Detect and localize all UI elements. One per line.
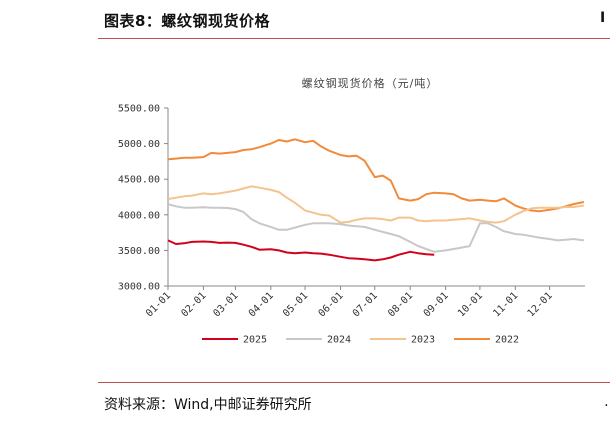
x-tick-label: 02-01 xyxy=(179,290,208,319)
y-axis-ticks: 3000.00 3500.00 4000.00 4500.00 5000.00 5500.… xyxy=(118,104,168,293)
series-line-2023 xyxy=(167,185,585,224)
cropped-edge-glyph-bottom: … xyxy=(604,394,610,410)
x-tick-label: 07-01 xyxy=(351,290,380,319)
footer-rule xyxy=(98,382,610,383)
series-line-2025 xyxy=(167,239,435,262)
legend: 2025 2024 2023 2022 xyxy=(202,335,519,346)
x-tick-label: 06-01 xyxy=(317,290,346,319)
y-tick-label: 3000.00 xyxy=(118,282,160,293)
header-rule xyxy=(98,38,610,39)
x-tick-label: 04-01 xyxy=(247,290,276,319)
x-tick-label: 10-01 xyxy=(456,290,485,319)
y-tick-label: 5000.00 xyxy=(118,139,160,150)
series-lines xyxy=(167,138,585,262)
series-line-2022 xyxy=(167,138,585,213)
legend-label-2023: 2023 xyxy=(411,335,435,346)
y-tick-label: 4500.00 xyxy=(118,175,160,186)
x-tick-label: 08-01 xyxy=(386,290,415,319)
x-tick-label: 12-01 xyxy=(526,290,555,319)
legend-label-2024: 2024 xyxy=(327,335,351,346)
y-tick-label: 3500.00 xyxy=(118,246,160,257)
source-note: 资料来源：Wind,中邮证券研究所 xyxy=(104,397,312,413)
legend-label-2022: 2022 xyxy=(495,335,519,346)
series-line-2024 xyxy=(167,203,585,253)
figure-title: 图表8：螺纹钢现货价格 xyxy=(104,12,270,30)
chart-title: 螺纹钢现货价格（元/吨） xyxy=(302,76,439,90)
x-tick-label: 09-01 xyxy=(422,290,451,319)
x-tick-label: 01-01 xyxy=(144,290,173,319)
cropped-edge-glyph: I xyxy=(600,10,606,26)
x-axis-ticks: 01-01 02-01 03-01 04-01 05-01 06-01 07-01 08-01… xyxy=(144,286,555,319)
legend-label-2025: 2025 xyxy=(243,335,267,346)
x-tick-label: 03-01 xyxy=(211,290,240,319)
y-tick-label: 4000.00 xyxy=(118,210,160,221)
x-tick-label: 05-01 xyxy=(281,290,310,319)
y-tick-label: 5500.00 xyxy=(118,104,160,115)
figure-header: 图表8：螺纹钢现货价格 xyxy=(98,8,610,38)
x-tick-label: 11-01 xyxy=(491,290,520,319)
